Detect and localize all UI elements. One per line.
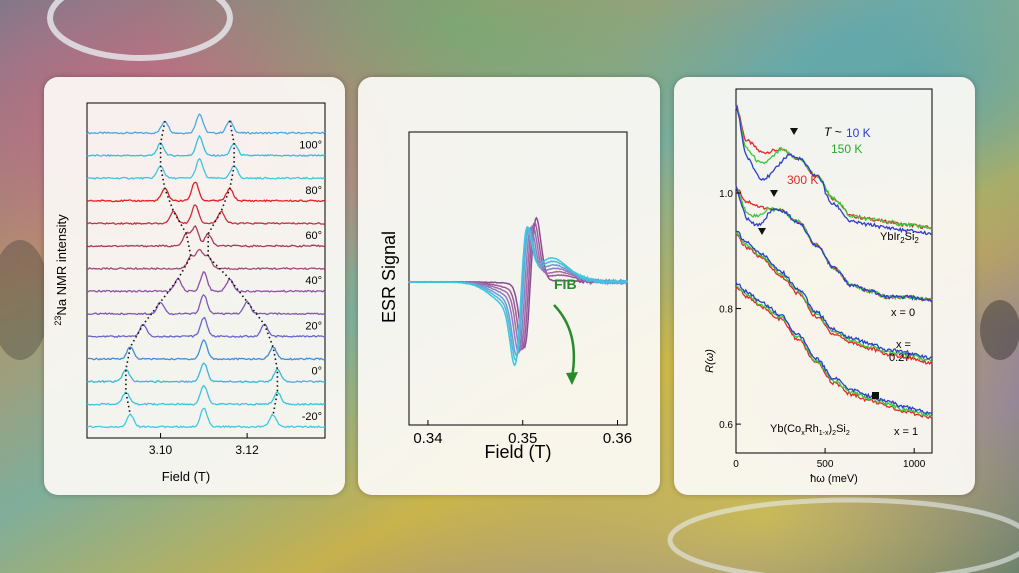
esr-plot-frame: [408, 131, 628, 426]
esr-curve-1: [408, 221, 628, 351]
nmr-angle-label: -20°: [302, 411, 322, 423]
esr-chart: 0.34 0.35 0.36 Field (T) ESR Signal FIB: [379, 131, 632, 462]
nmr-spectrum-40: [86, 271, 326, 293]
nmr-spectrum-110: [86, 113, 326, 135]
legend-300K: 300 K: [787, 173, 818, 187]
refl-x-tick-label: 0: [733, 459, 739, 470]
nmr-spectrum-100: [86, 134, 326, 158]
refl-curve: [735, 105, 933, 236]
label-x1: x = 1: [894, 426, 918, 438]
esr-x-label: Field (T): [485, 442, 552, 462]
nmr-angle-label: 100°: [299, 140, 322, 152]
nmr-angle-label: 60°: [305, 230, 322, 242]
esr-x-tick-label: 0.34: [413, 430, 442, 447]
nmr-spectrum-30: [86, 293, 326, 316]
nmr-spectrum-80: [86, 181, 326, 203]
refl-plot-frame: [735, 88, 933, 454]
refl-curve: [735, 281, 933, 415]
nmr-plot-frame: [86, 102, 326, 439]
nmr-guide-curve: [125, 120, 192, 415]
nmr-angle-label: 0°: [311, 366, 322, 378]
refl-curve: [735, 107, 933, 230]
nmr-y-label: 23Na NMR intensity: [53, 214, 69, 326]
nmr-spectrum-70: [86, 204, 326, 226]
nmr-spectrum--20: [87, 407, 326, 429]
nmr-angle-label: 80°: [305, 185, 322, 197]
label-x0: x = 0: [891, 307, 915, 319]
nmr-spectrum-60: [86, 225, 326, 248]
nmr-spectrum-90: [86, 157, 326, 180]
peak-marker-3: [758, 228, 766, 235]
esr-panel: 0.34 0.35 0.36 Field (T) ESR Signal FIB: [358, 77, 660, 495]
reflectivity-chart: 0 500 1000 0.6 0.8 1.0 ħω (meV) R(ω) T ~ 10 K…: [704, 88, 933, 485]
legend-T: T ~: [824, 125, 842, 139]
compound-ybcorhsi: Yb(CoxRh1-x)2Si2: [770, 423, 850, 437]
nmr-spectrum--10: [86, 384, 326, 406]
label-x027a: x =: [896, 339, 911, 351]
fib-arrow-head: [566, 372, 578, 385]
nmr-spectrum-10: [87, 339, 326, 361]
nmr-x-label: Field (T): [162, 469, 210, 484]
peak-marker-2: [770, 190, 778, 197]
nmr-x-tick-label: 3.10: [149, 443, 173, 457]
refl-curve: [735, 185, 933, 302]
refl-x-label: ħω (meV): [810, 473, 858, 485]
refl-curve: [735, 230, 933, 360]
reflectivity-panel: 0 500 1000 0.6 0.8 1.0 ħω (meV) R(ω) T ~ 10 K…: [674, 77, 975, 495]
nmr-spectrum-0: [86, 362, 326, 384]
nmr-spectrum-20: [86, 316, 325, 339]
square-marker: [872, 392, 879, 399]
refl-curve: [735, 285, 933, 418]
esr-y-label: ESR Signal: [379, 231, 399, 323]
refl-x-tick-label: 1000: [903, 459, 926, 470]
esr-x-tick-label: 0.35: [508, 430, 537, 447]
nmr-x-tick-label: 3.12: [235, 443, 259, 457]
refl-y-tick-label: 0.6: [719, 420, 733, 431]
peak-marker-1: [790, 128, 798, 135]
fib-annotation: FIB: [554, 276, 577, 292]
fib-arrow: [553, 304, 576, 378]
compound-yblr2si2: YbIr2Si2: [880, 231, 919, 245]
legend-150K: 150 K: [831, 142, 862, 156]
esr-x-tick-label: 0.36: [603, 430, 632, 447]
nmr-angle-label: 40°: [305, 275, 322, 287]
refl-curve: [735, 231, 933, 363]
refl-y-tick-label: 0.8: [719, 305, 733, 316]
nmr-spectrum-50: [86, 248, 326, 271]
nmr-angle-label: 20°: [305, 320, 322, 332]
refl-curve: [735, 234, 933, 366]
esr-curve-6: [408, 225, 628, 367]
label-x027b: 0.27: [889, 352, 910, 364]
refl-x-tick-label: 500: [817, 459, 834, 470]
nmr-panel: 100° 80° 60° 40° 20° 0° -20° 3.10 3.12 Field (T)…: [44, 77, 345, 495]
nmr-chart: 100° 80° 60° 40° 20° 0° -20° 3.10 3.12 Field (T)…: [53, 102, 326, 484]
refl-y-tick-label: 1.0: [719, 189, 733, 200]
refl-y-label: R(ω): [704, 349, 716, 373]
legend-10K: 10 K: [846, 126, 871, 140]
